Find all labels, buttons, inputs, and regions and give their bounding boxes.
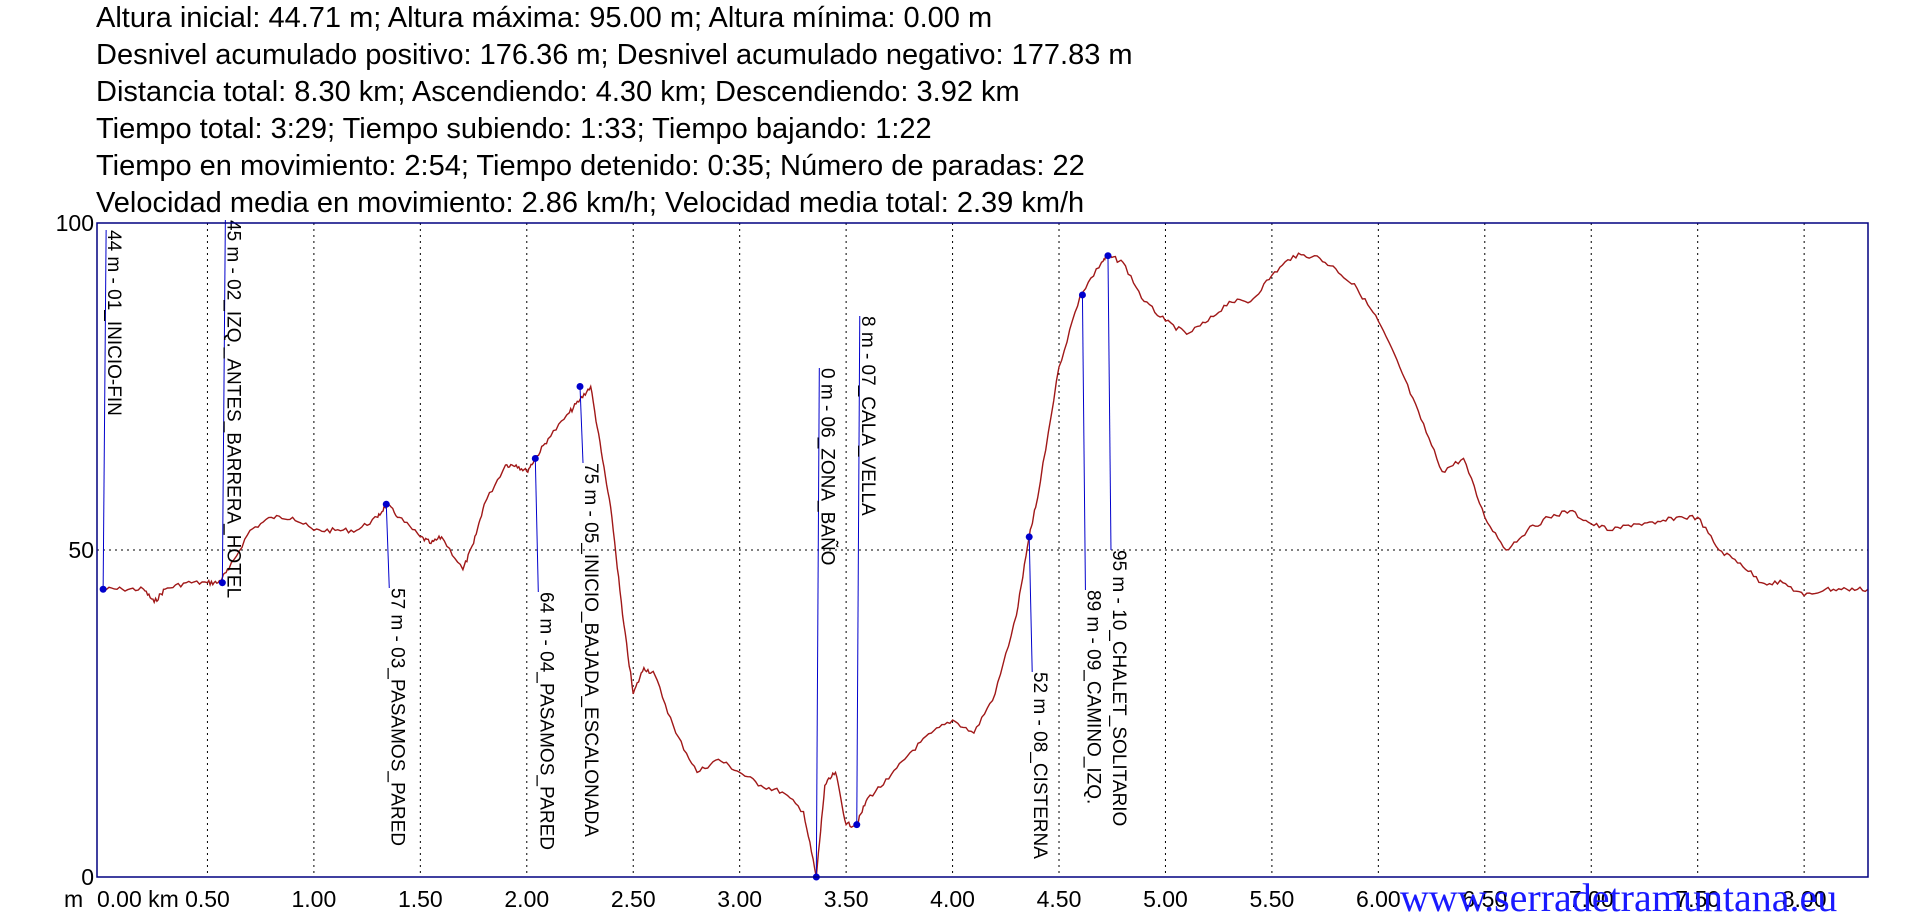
waypoint-leader-line bbox=[385, 504, 390, 589]
waypoint-leader-line bbox=[1107, 255, 1112, 551]
x-tick-label: 3.00 bbox=[717, 886, 762, 912]
waypoint-leader-line bbox=[1081, 294, 1086, 591]
waypoint-label: 89 m - 09_CAMINO_IZQ. bbox=[1082, 590, 1103, 804]
x-tick-label: 7.50 bbox=[1675, 886, 1720, 912]
watermark: www.serradetramuntana.eu bbox=[1400, 875, 1837, 920]
x-tick-label: 1.50 bbox=[398, 886, 443, 912]
waypoint-label: 64 m - 04_PASAMOS_PARED bbox=[535, 592, 556, 850]
waypoint-label: 45 m - 02_IZQ._ANTES_BARRERA_HOTEL bbox=[222, 220, 243, 598]
x-tick-label: 5.50 bbox=[1250, 886, 1295, 912]
x-tick-label: 0.50 bbox=[185, 886, 230, 912]
waypoint-marker bbox=[99, 585, 107, 593]
x-tick-label: 6.50 bbox=[1462, 886, 1507, 912]
y-axis: 0 50 100 bbox=[56, 210, 94, 890]
waypoint-label: 44 m - 01_INICIO-FIN bbox=[103, 230, 124, 416]
x-tick-label: 4.50 bbox=[1037, 886, 1082, 912]
waypoint-leader-line bbox=[534, 458, 539, 593]
waypoint-leader-line bbox=[815, 367, 820, 878]
y-tick-label: 50 bbox=[68, 537, 94, 563]
x-tick-label: 4.00 bbox=[930, 886, 975, 912]
y-axis-unit: m bbox=[64, 886, 83, 912]
x-tick-label: 2.50 bbox=[611, 886, 656, 912]
waypoint-label: 95 m - 10_CHALET_SOLITARIO bbox=[1108, 550, 1129, 826]
y-tick-label: 0 bbox=[81, 864, 94, 890]
waypoint-label: 8 m - 07_CALA_VELLA bbox=[857, 316, 878, 516]
x-tick-label: 3.50 bbox=[824, 886, 869, 912]
summary-line-altitude: Altura inicial: 44.71 m; Altura máxima: … bbox=[96, 2, 993, 34]
x-tick-label: 5.00 bbox=[1143, 886, 1188, 912]
summary-line-distance: Distancia total: 8.30 km; Ascendiendo: 4… bbox=[96, 76, 1020, 108]
plot-frame bbox=[96, 222, 1869, 878]
summary-line-speed: Velocidad media en movimiento: 2.86 km/h… bbox=[96, 187, 1085, 219]
waypoint-label: 52 m - 08_CISTERNA bbox=[1029, 672, 1050, 859]
waypoint-marker bbox=[531, 454, 539, 462]
elevation-line bbox=[101, 252, 1869, 878]
waypoint-leader-line bbox=[102, 229, 107, 590]
x-tick-label: 2.00 bbox=[504, 886, 549, 912]
waypoint-marker bbox=[853, 821, 861, 829]
waypoint-marker bbox=[1025, 533, 1033, 541]
y-tick-label: 100 bbox=[56, 210, 94, 236]
waypoint-label: 75 m - 05_INICIO_BAJADA_ESCALONADA bbox=[580, 463, 601, 837]
summary-line-time: Tiempo total: 3:29; Tiempo subiendo: 1:3… bbox=[96, 113, 932, 145]
waypoint-marker bbox=[218, 579, 226, 587]
waypoint-leader-line bbox=[221, 219, 226, 583]
x-tick-label: 6.00 bbox=[1356, 886, 1401, 912]
waypoint-leader-line bbox=[579, 386, 584, 464]
chart-grid bbox=[97, 223, 1868, 877]
waypoint-markers: 44 m - 01_INICIO-FIN 45 m - 02_IZQ._ANTES… bbox=[99, 219, 1129, 881]
waypoint-leader-line bbox=[856, 315, 861, 825]
x-tick-label: 1.00 bbox=[292, 886, 337, 912]
summary-line-elevation-gain: Desnivel acumulado positivo: 176.36 m; D… bbox=[96, 39, 1133, 71]
waypoint-marker bbox=[1078, 291, 1086, 299]
x-tick-label: 0.00 km bbox=[97, 886, 179, 912]
summary-line-moving-time: Tiempo en movimiento: 2:54; Tiempo deten… bbox=[96, 150, 1085, 182]
x-tick-label: 7.00 bbox=[1569, 886, 1614, 912]
waypoint-label: 0 m - 06_ZONA_BAÑO bbox=[816, 368, 838, 565]
x-axis: 0.00 km 0.50 1.00 1.50 2.00 2.50 3.00 3.50 4.00 4… bbox=[97, 886, 1827, 912]
waypoint-marker bbox=[1104, 252, 1112, 260]
x-tick-label: 8.00 bbox=[1782, 886, 1827, 912]
waypoint-marker bbox=[382, 500, 390, 508]
waypoint-label: 57 m - 03_PASAMOS_PARED bbox=[386, 588, 407, 846]
trip-summary: Altura inicial: 44.71 m; Altura máxima: … bbox=[96, 0, 1133, 222]
waypoint-marker bbox=[576, 383, 584, 390]
waypoint-leader-line bbox=[1028, 536, 1033, 673]
